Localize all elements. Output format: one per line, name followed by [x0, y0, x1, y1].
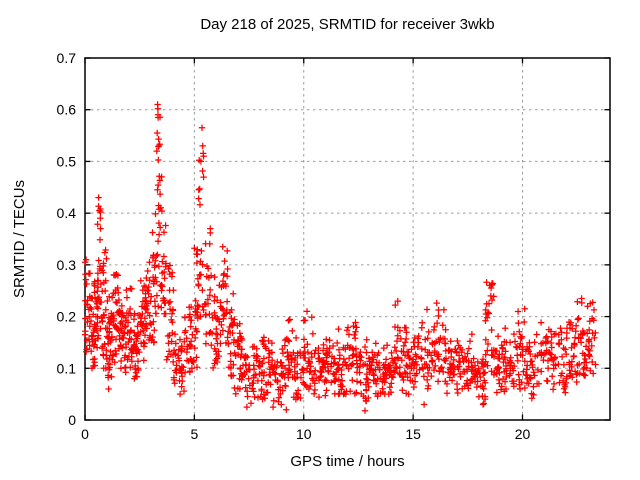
chart-title: Day 218 of 2025, SRMTID for receiver 3wk… — [200, 16, 494, 33]
x-tick-label: 5 — [190, 426, 198, 442]
x-tick-label: 10 — [296, 426, 312, 442]
y-tick-label: 0.6 — [57, 102, 77, 118]
y-tick-label: 0.5 — [57, 153, 77, 169]
y-tick-label: 0 — [68, 412, 76, 428]
x-tick-label: 0 — [81, 426, 89, 442]
y-tick-label: 0.4 — [57, 205, 77, 221]
x-axis-label: GPS time / hours — [290, 453, 404, 470]
tick-labels: 0 5 10 15 20 0 0.1 0.2 0.3 0.4 0.5 0.6 0.7 — [57, 50, 531, 442]
plot-border — [84, 57, 611, 421]
y-tick-label: 0.3 — [57, 257, 77, 273]
y-tick-label: 0.1 — [57, 360, 77, 376]
x-tick-label: 15 — [405, 426, 421, 442]
x-tick-label: 20 — [515, 426, 531, 442]
data-points — [81, 101, 599, 414]
y-tick-label: 0.7 — [57, 50, 77, 66]
y-axis-label: SRMTID / TECUs — [11, 180, 28, 298]
y-tick-label: 0.2 — [57, 309, 77, 325]
